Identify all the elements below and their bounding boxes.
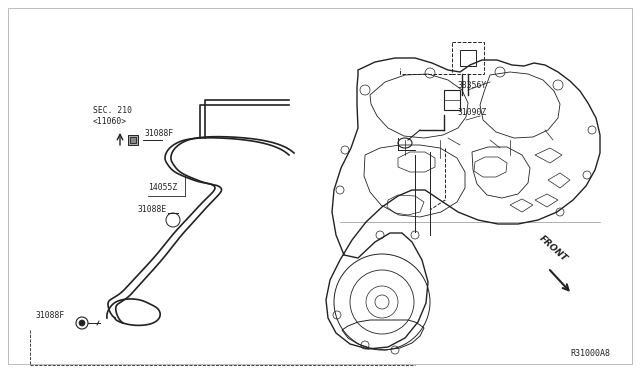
Text: 31088F: 31088F — [145, 129, 174, 138]
Text: SEC. 210: SEC. 210 — [93, 106, 132, 115]
Text: <11060>: <11060> — [93, 117, 127, 126]
Text: 31088E: 31088E — [138, 205, 167, 214]
Bar — [452, 42, 484, 74]
Bar — [130, 137, 136, 143]
Bar — [444, 90, 460, 110]
Text: 31088F: 31088F — [36, 311, 65, 320]
Text: 14055Z: 14055Z — [148, 183, 177, 192]
Circle shape — [79, 320, 85, 326]
Text: FRONT: FRONT — [537, 233, 568, 263]
Text: R31000A8: R31000A8 — [570, 349, 610, 358]
Bar — [460, 50, 476, 66]
Text: 38356Y: 38356Y — [458, 81, 487, 90]
Bar — [128, 135, 138, 145]
Text: 31090Z: 31090Z — [458, 108, 487, 117]
